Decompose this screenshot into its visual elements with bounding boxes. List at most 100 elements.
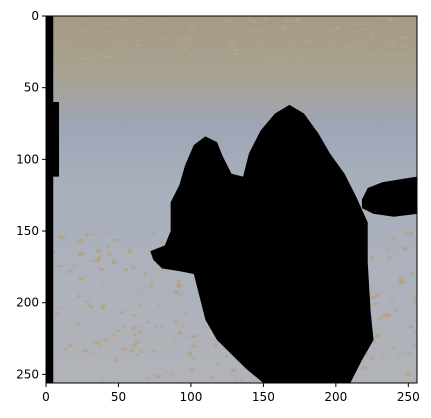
sand-speck — [72, 265, 75, 268]
sand-speck — [173, 291, 178, 294]
top-texture-speck — [402, 46, 406, 48]
sand-speck — [158, 305, 162, 307]
sand-speck — [396, 245, 400, 247]
sand-speck — [240, 379, 244, 381]
sand-speck — [89, 305, 94, 308]
sand-speck — [395, 254, 399, 256]
sand-speck — [81, 251, 84, 254]
sand-speck — [147, 377, 151, 379]
top-texture-speck — [181, 39, 187, 41]
sand-speck — [105, 251, 110, 254]
sand-speck — [143, 272, 147, 276]
sand-speck — [131, 326, 137, 330]
sand-speck — [135, 341, 140, 344]
sand-speck — [63, 348, 67, 350]
sand-speck — [136, 353, 139, 356]
sand-speck — [86, 304, 90, 306]
sand-speck — [370, 356, 374, 360]
top-texture-speck — [278, 59, 284, 61]
sand-speck — [177, 280, 180, 284]
sand-speck — [405, 372, 411, 375]
sand-speck — [380, 315, 385, 319]
sand-speck — [362, 366, 367, 370]
top-texture-speck — [92, 56, 98, 58]
sand-speck — [139, 350, 143, 353]
top-texture-speck — [297, 57, 301, 59]
top-texture-speck — [352, 49, 355, 51]
sand-speck — [116, 330, 120, 332]
sand-speck — [184, 311, 188, 314]
sand-speck — [129, 350, 134, 352]
top-texture-speck — [247, 17, 251, 19]
sand-speck — [85, 293, 89, 296]
top-texture-speck — [376, 17, 380, 19]
top-texture-speck — [282, 28, 287, 30]
sand-speck — [114, 239, 120, 241]
sand-speck — [185, 337, 189, 340]
sand-speck — [98, 256, 101, 259]
sand-speck — [150, 283, 154, 286]
sand-speck — [120, 311, 124, 313]
top-texture-speck — [370, 37, 375, 39]
sand-speck — [398, 281, 403, 284]
sand-speck — [107, 231, 112, 233]
sand-speck — [225, 355, 229, 357]
sand-speck — [165, 370, 169, 373]
sand-speck — [138, 330, 142, 334]
sand-speck — [138, 304, 141, 306]
y-tick-label: 150 — [16, 224, 39, 238]
sand-speck — [112, 260, 116, 264]
top-texture-speck — [407, 30, 410, 32]
top-texture-speck — [120, 50, 124, 52]
sand-speck — [58, 265, 64, 267]
sand-speck — [54, 313, 59, 317]
sand-speck — [128, 249, 132, 253]
sand-speck — [57, 307, 61, 310]
sand-speck — [192, 335, 197, 338]
top-texture-speck — [244, 49, 250, 51]
sand-speck — [404, 352, 410, 354]
sand-speck — [161, 325, 164, 328]
top-texture-speck — [234, 49, 238, 51]
y-tick-label: 100 — [16, 152, 39, 166]
sand-speck — [79, 277, 83, 280]
top-texture-speck — [122, 46, 126, 48]
sand-speck — [393, 347, 397, 350]
top-texture-speck — [351, 55, 355, 57]
top-texture-speck — [326, 31, 332, 33]
sand-speck — [413, 331, 416, 334]
sand-speck — [174, 319, 178, 323]
x-tick-label: 100 — [179, 390, 202, 404]
sand-speck — [177, 284, 183, 288]
sand-speck — [203, 326, 207, 329]
sand-speck — [133, 333, 136, 336]
y-axis: 050100150200250 — [16, 9, 46, 381]
top-texture-speck — [77, 29, 83, 31]
sand-speck — [172, 337, 175, 341]
top-texture-speck — [292, 50, 298, 52]
top-texture-speck — [287, 43, 293, 45]
top-texture-speck — [80, 19, 86, 21]
x-tick-label: 50 — [111, 390, 126, 404]
sand-speck — [211, 376, 215, 379]
sand-speck — [374, 303, 378, 306]
top-texture-speck — [193, 24, 198, 26]
sand-speck — [375, 294, 379, 297]
top-texture-speck — [263, 18, 268, 20]
x-tick-label: 250 — [397, 390, 420, 404]
sand-speck — [98, 345, 102, 347]
x-axis: 0 50 100 150 200 250 — [42, 383, 420, 404]
sand-speck — [111, 333, 115, 337]
sand-speck — [413, 300, 419, 303]
sand-speck — [75, 323, 81, 327]
sand-speck — [132, 314, 136, 316]
sand-speck — [77, 240, 83, 244]
top-texture-speck — [253, 31, 259, 33]
top-texture-speck — [101, 54, 104, 56]
top-texture-speck — [304, 50, 310, 52]
sand-speck — [84, 300, 89, 302]
sand-speck — [370, 256, 373, 260]
top-texture-speck — [258, 40, 261, 42]
sand-speck — [409, 232, 412, 235]
sand-speck — [178, 331, 183, 335]
